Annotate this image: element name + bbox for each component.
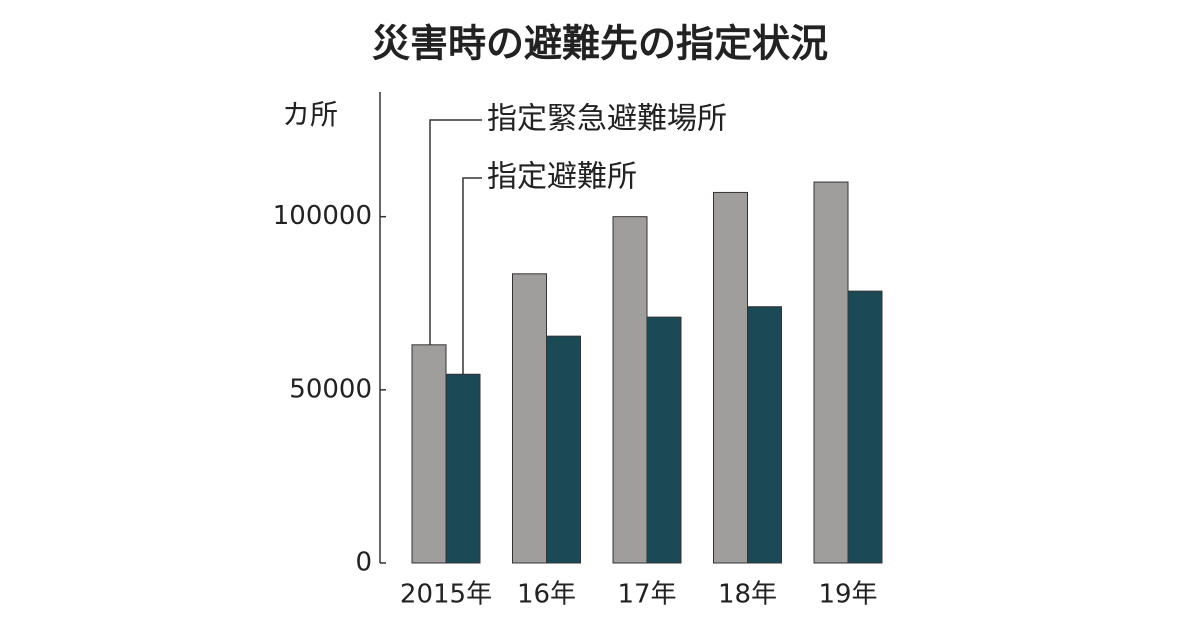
- bar: [747, 306, 782, 564]
- y-tick-label: 0: [355, 548, 372, 578]
- x-tick-label: 19年: [818, 580, 877, 610]
- x-tick-label: 17年: [617, 580, 676, 610]
- y-axis-unit: カ所: [282, 98, 338, 131]
- bar: [512, 273, 547, 564]
- x-tick-label: 18年: [718, 580, 777, 610]
- x-tick-label: 2015年: [400, 580, 492, 610]
- legend-label: 指定緊急避難場所: [487, 102, 727, 137]
- bar: [713, 191, 748, 564]
- legend-leader: [429, 119, 482, 345]
- bar: [546, 335, 581, 564]
- y-tick-label: 100000: [273, 201, 372, 231]
- x-tick-label: 16年: [517, 580, 576, 610]
- bar: [612, 216, 648, 564]
- chart-title: 災害時の避難先の指定状況: [372, 22, 828, 66]
- bar: [411, 344, 447, 564]
- bar: [445, 373, 481, 564]
- bar: [813, 181, 849, 564]
- y-tick-label: 50000: [289, 374, 372, 404]
- legend-label: 指定避難所: [487, 160, 637, 195]
- bar: [847, 290, 883, 564]
- bar: [646, 316, 682, 564]
- legend-leader: [462, 177, 482, 375]
